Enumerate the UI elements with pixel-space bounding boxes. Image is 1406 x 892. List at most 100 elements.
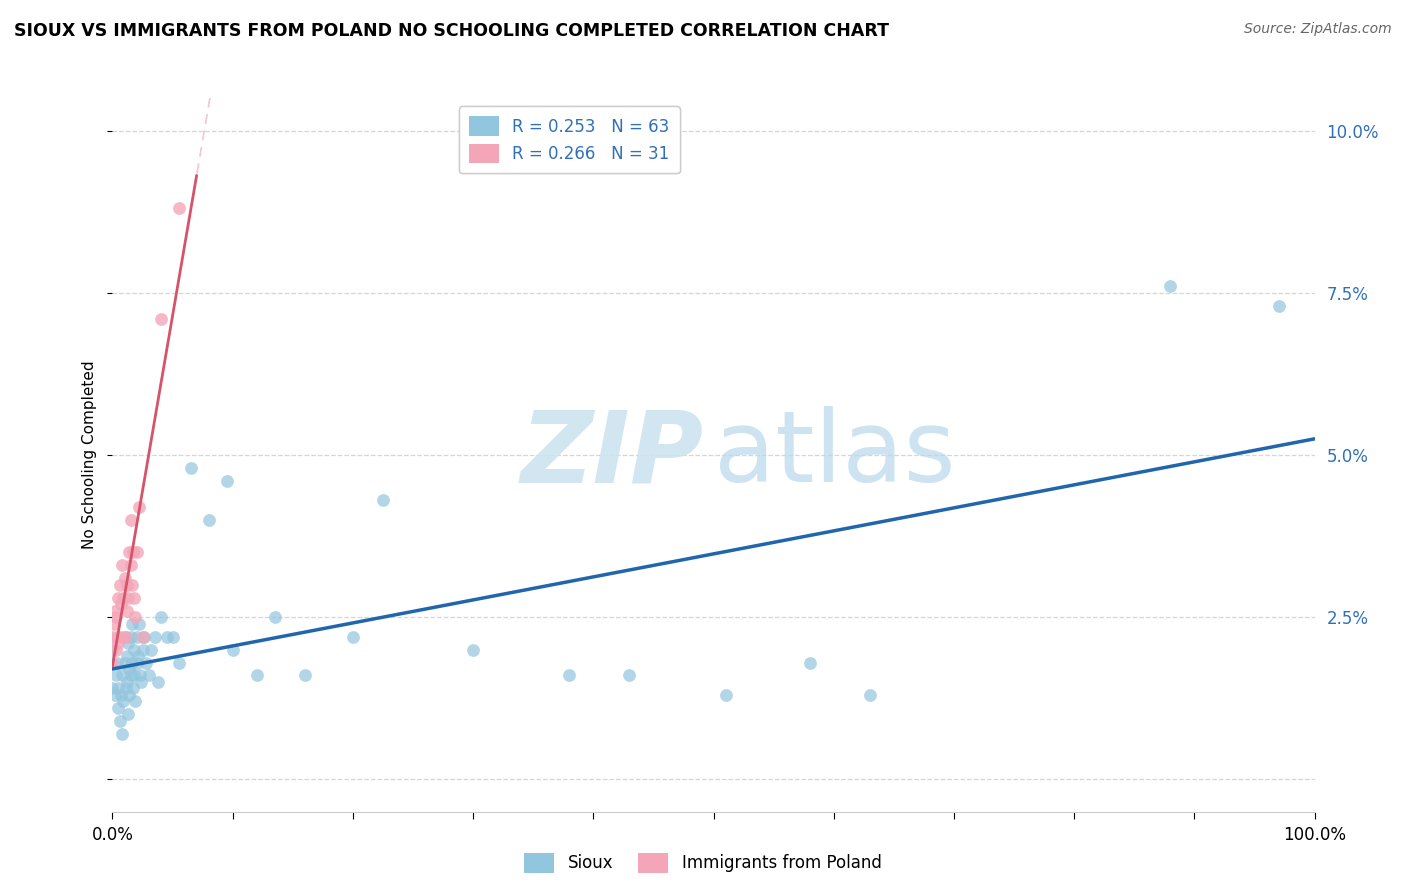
- Point: [105, 630, 128, 644]
- Point: [117, 591, 139, 605]
- Point: [122, 668, 145, 682]
- Point: [111, 558, 134, 573]
- Point: [117, 636, 139, 650]
- Point: [103, 616, 125, 631]
- Point: [115, 577, 138, 591]
- Point: [132, 630, 155, 644]
- Point: [120, 630, 142, 644]
- Point: [115, 604, 138, 618]
- Point: [108, 714, 131, 728]
- Point: [558, 668, 581, 682]
- Point: [112, 694, 135, 708]
- Point: [122, 681, 145, 696]
- Point: [131, 630, 153, 644]
- Point: [143, 630, 166, 644]
- Point: [131, 642, 153, 657]
- Point: [112, 591, 135, 605]
- Text: atlas: atlas: [713, 407, 955, 503]
- Point: [107, 681, 129, 696]
- Point: [120, 558, 142, 573]
- Point: [162, 630, 184, 644]
- Point: [619, 668, 641, 682]
- Point: [110, 597, 132, 611]
- Legend: R = 0.253   N = 63, R = 0.266   N = 31: R = 0.253 N = 63, R = 0.266 N = 31: [458, 106, 679, 173]
- Point: [105, 610, 128, 624]
- Point: [1159, 279, 1181, 293]
- Point: [121, 577, 143, 591]
- Point: [114, 630, 136, 644]
- Point: [120, 668, 142, 682]
- Point: [108, 577, 131, 591]
- Point: [105, 642, 128, 657]
- Point: [107, 701, 129, 715]
- Point: [859, 688, 882, 702]
- Point: [105, 656, 128, 670]
- Point: [118, 688, 141, 702]
- Point: [114, 681, 136, 696]
- Point: [125, 545, 148, 559]
- Point: [115, 675, 138, 690]
- Point: [1267, 299, 1289, 313]
- Point: [124, 610, 146, 624]
- Point: [110, 630, 132, 644]
- Text: Source: ZipAtlas.com: Source: ZipAtlas.com: [1244, 22, 1392, 37]
- Point: [115, 648, 138, 663]
- Point: [294, 668, 316, 682]
- Point: [101, 642, 124, 657]
- Point: [122, 642, 145, 657]
- Point: [180, 461, 202, 475]
- Point: [125, 630, 148, 644]
- Point: [146, 675, 169, 690]
- Point: [263, 610, 285, 624]
- Point: [128, 500, 150, 514]
- Point: [121, 656, 143, 670]
- Point: [105, 668, 128, 682]
- Point: [117, 707, 139, 722]
- Point: [461, 642, 484, 657]
- Point: [107, 591, 129, 605]
- Point: [139, 642, 162, 657]
- Point: [129, 668, 152, 682]
- Point: [120, 513, 142, 527]
- Point: [149, 610, 172, 624]
- Point: [155, 630, 177, 644]
- Point: [799, 656, 821, 670]
- Text: ZIP: ZIP: [522, 407, 704, 503]
- Point: [121, 616, 143, 631]
- Point: [215, 474, 238, 488]
- Point: [101, 630, 124, 644]
- Point: [111, 668, 134, 682]
- Point: [167, 656, 190, 670]
- Point: [246, 668, 269, 682]
- Point: [118, 662, 141, 676]
- Point: [371, 493, 394, 508]
- Point: [107, 636, 129, 650]
- Point: [125, 656, 148, 670]
- Point: [122, 591, 145, 605]
- Point: [197, 513, 219, 527]
- Point: [127, 648, 149, 663]
- Point: [114, 630, 136, 644]
- Point: [135, 656, 157, 670]
- Legend: Sioux, Immigrants from Poland: Sioux, Immigrants from Poland: [517, 847, 889, 880]
- Point: [104, 688, 127, 702]
- Point: [124, 694, 146, 708]
- Point: [104, 604, 127, 618]
- Point: [110, 688, 132, 702]
- Point: [138, 668, 160, 682]
- Point: [122, 545, 145, 559]
- Point: [714, 688, 737, 702]
- Point: [118, 545, 141, 559]
- Point: [342, 630, 364, 644]
- Point: [114, 571, 136, 585]
- Point: [101, 656, 124, 670]
- Point: [149, 311, 172, 326]
- Point: [114, 656, 136, 670]
- Point: [131, 675, 153, 690]
- Text: SIOUX VS IMMIGRANTS FROM POLAND NO SCHOOLING COMPLETED CORRELATION CHART: SIOUX VS IMMIGRANTS FROM POLAND NO SCHOO…: [14, 22, 889, 40]
- Point: [111, 727, 134, 741]
- Point: [128, 616, 150, 631]
- Point: [101, 681, 124, 696]
- Point: [167, 202, 190, 216]
- Point: [222, 642, 245, 657]
